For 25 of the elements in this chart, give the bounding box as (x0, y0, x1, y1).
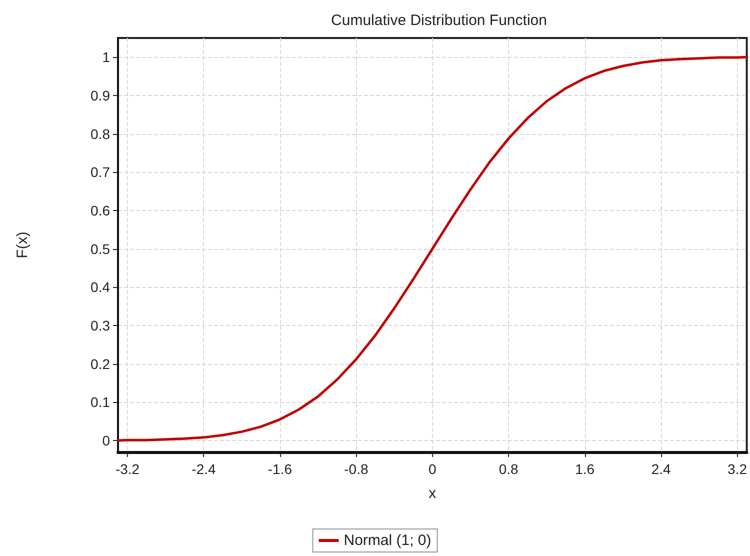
x-tick-label: 3.2 (728, 461, 748, 477)
line-series (116, 56, 748, 442)
x-tick-label: 2.4 (651, 461, 671, 477)
y-tick-label: 0.1 (90, 394, 110, 410)
x-tick-label: 0 (428, 461, 436, 477)
x-axis-title: x (428, 485, 437, 502)
y-tick-label: 0.6 (90, 202, 110, 218)
y-tick-label: 0.3 (90, 318, 110, 334)
y-tick-label: 0.9 (90, 88, 110, 104)
chart-title: Cumulative Distribution Function (331, 12, 547, 29)
legend-label: Normal (1; 0) (344, 532, 432, 549)
y-axis-title: F(x) (14, 232, 31, 258)
x-tick-label: -1.6 (268, 461, 292, 477)
y-tick-label: 0.2 (90, 356, 110, 372)
y-tick-label: 0.4 (90, 279, 110, 296)
y-tick-label: 1 (102, 49, 110, 66)
x-tick-label: -0.8 (344, 461, 368, 477)
y-tick-label: 0.8 (90, 126, 110, 142)
x-tick-label: -3.2 (115, 461, 140, 477)
x-tick-label: -2.4 (192, 461, 216, 477)
x-tick-label: 0.8 (498, 461, 519, 477)
y-tick-label: 0.5 (90, 240, 110, 257)
x-tick-label: 1.6 (575, 461, 595, 477)
y-tick-label: 0.7 (90, 164, 110, 180)
y-tick-label: 0 (102, 432, 110, 448)
